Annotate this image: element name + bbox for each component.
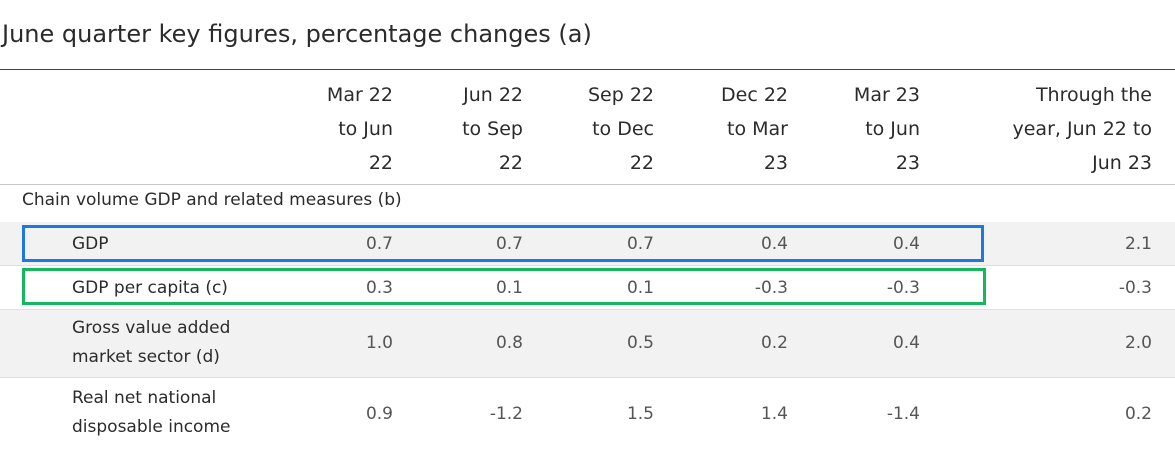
table-cell: 1.0 (365, 333, 393, 353)
table-cell: 0.9 (365, 404, 393, 424)
table-cell: 0.4 (892, 234, 920, 254)
row-label-line: Real net national (72, 388, 217, 408)
table-row: Real net national disposable income 0.9 … (0, 378, 1175, 449)
col-header-line: Mar 23 (853, 84, 920, 106)
table-cell: 0.4 (892, 333, 920, 353)
row-divider (0, 265, 1175, 266)
row-label: Gross value added market sector (d) (72, 314, 230, 372)
col-header-4: Dec 22 to Mar 23 (695, 78, 788, 180)
table-cell: -0.3 (754, 278, 788, 298)
row-label: GDP (72, 230, 109, 259)
table-cell: 0.1 (626, 278, 654, 298)
col-header-line: to Dec (592, 118, 654, 140)
table-cell: 1.4 (760, 404, 788, 424)
row-label: GDP per capita (c) (72, 274, 228, 303)
table-cell: 0.5 (626, 333, 654, 353)
table-cell: 0.7 (626, 234, 654, 254)
col-header-line: Sep 22 (587, 84, 654, 106)
table-cell: -1.2 (489, 404, 523, 424)
table-cell: 0.7 (365, 234, 393, 254)
row-label: Real net national disposable income (72, 384, 230, 442)
col-header-1: Mar 22 to Jun 22 (300, 78, 393, 180)
table-row: GDP per capita (c) 0.3 0.1 0.1 -0.3 -0.3… (0, 266, 1175, 310)
col-header-2: Jun 22 to Sep 22 (430, 78, 523, 180)
col-header-line: to Sep (462, 118, 523, 140)
row-divider (0, 377, 1175, 378)
col-header-line: year, Jun 22 to (1012, 118, 1153, 140)
row-label-line: GDP per capita (c) (72, 278, 228, 298)
col-header-3: Sep 22 to Dec 22 (561, 78, 654, 180)
row-label-line: market sector (d) (72, 347, 220, 367)
row-label-line: Gross value added (72, 318, 231, 338)
row-label-line: disposable income (72, 417, 231, 437)
col-header-line: Jun 22 (463, 84, 523, 106)
col-header-line: to Mar (727, 118, 788, 140)
gdp-per-capita-row-highlight (22, 268, 986, 305)
table-title: June quarter key figures, percentage cha… (2, 20, 592, 48)
top-rule (0, 69, 1175, 70)
table-row: GDP 0.7 0.7 0.7 0.4 0.4 2.1 (0, 222, 1175, 266)
row-label-line: GDP (72, 234, 109, 254)
col-header-line: Jun 23 (1092, 152, 1152, 174)
gdp-row-highlight (22, 225, 984, 262)
col-header-line: to Jun (338, 118, 393, 140)
table-cell: -0.3 (1118, 278, 1152, 298)
row-divider (0, 309, 1175, 310)
table-cell: 0.7 (495, 234, 523, 254)
col-header-line: Mar 22 (326, 84, 393, 106)
table-cell: 0.3 (365, 278, 393, 298)
col-header-line: 23 (763, 152, 788, 174)
table-cell: -1.4 (886, 404, 920, 424)
col-header-line: 22 (629, 152, 654, 174)
table-cell: 0.4 (760, 234, 788, 254)
table-cell: 0.8 (495, 333, 523, 353)
table-cell: 0.2 (760, 333, 788, 353)
table-cell: 2.1 (1124, 234, 1152, 254)
table-cell: 0.2 (1124, 404, 1152, 424)
col-header-line: 23 (895, 152, 920, 174)
col-header-line: to Jun (865, 118, 920, 140)
col-header-line: Dec 22 (721, 84, 788, 106)
col-header-line: Through the (1035, 84, 1152, 106)
col-header-6: Through the year, Jun 22 to Jun 23 (960, 78, 1153, 180)
header-rule (0, 184, 1175, 185)
table-cell: 2.0 (1124, 333, 1152, 353)
col-header-5: Mar 23 to Jun 23 (827, 78, 920, 180)
table-row: Gross value added market sector (d) 1.0 … (0, 310, 1175, 378)
table-cell: -0.3 (886, 278, 920, 298)
table-cell: 0.1 (495, 278, 523, 298)
col-header-line: 22 (498, 152, 523, 174)
table-cell: 1.5 (626, 404, 654, 424)
col-header-line: 22 (368, 152, 393, 174)
section-label: Chain volume GDP and related measures (b… (22, 190, 402, 210)
